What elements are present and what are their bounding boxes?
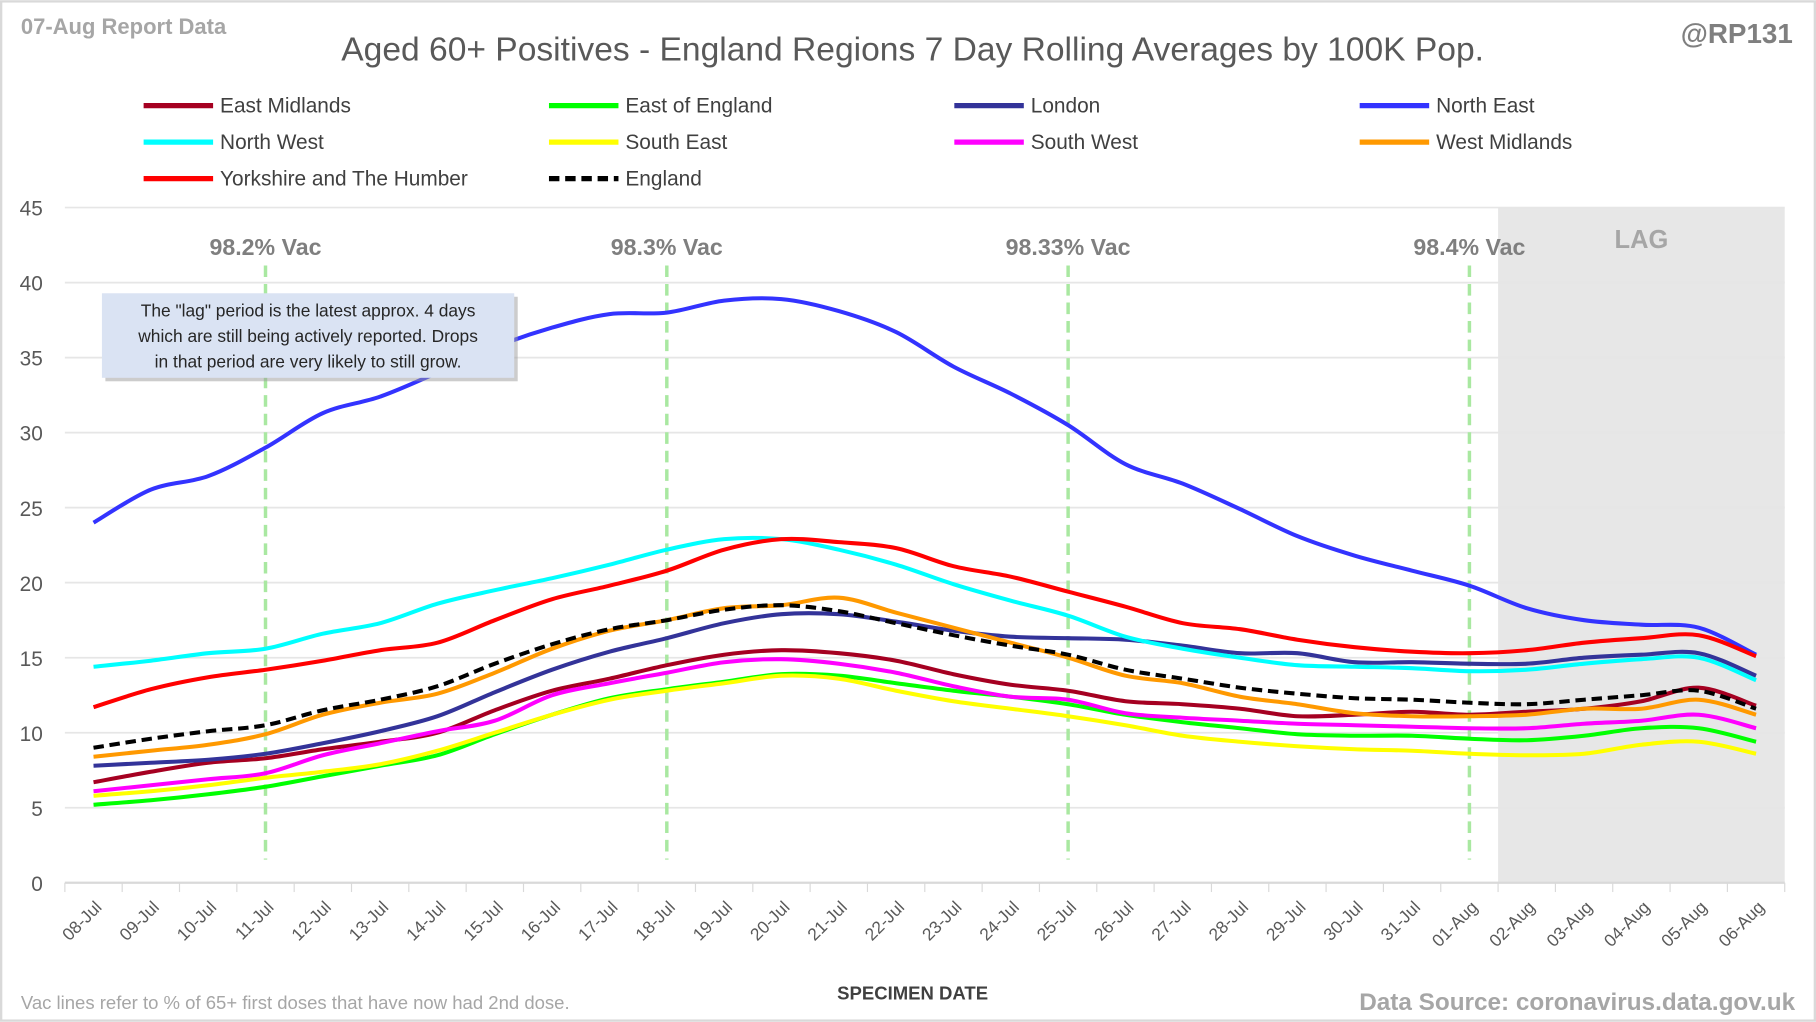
footnote: Vac lines refer to % of 65+ first doses … (21, 992, 570, 1013)
y-tick-label: 45 (20, 198, 43, 221)
legend-label: South West (1031, 131, 1138, 154)
vac-label: 98.2% Vac (209, 234, 321, 260)
vac-label: 98.3% Vac (611, 234, 723, 260)
legend-item: East of England (548, 95, 772, 118)
series-line-england (93, 603, 1757, 750)
series-line-south-east (93, 673, 1757, 798)
series-line-west-midlands (93, 595, 1757, 759)
y-tick-label: 0 (31, 873, 43, 896)
legend-label: West Midlands (1436, 131, 1572, 154)
y-tick-label: 10 (20, 723, 43, 746)
x-axis-label: SPECIMEN DATE (837, 983, 988, 1004)
series-line-yorkshire-and-the-humber (92, 536, 1757, 710)
y-tick-label: 5 (31, 798, 43, 821)
legend-label: London (1031, 95, 1101, 118)
legend-item: West Midlands (1359, 131, 1572, 154)
legend-label: Yorkshire and The Humber (220, 168, 468, 191)
legend-label: North West (220, 131, 324, 154)
lag-region (1498, 207, 1785, 883)
legend-label: South East (625, 131, 727, 154)
annotation-text: The "lag" period is the latest approx. 4… (141, 300, 476, 320)
y-tick-label: 25 (20, 498, 43, 521)
report-label: 07-Aug Report Data (21, 14, 227, 39)
legend: East Midlands East of England London North … (143, 95, 1572, 191)
legend-label: East of England (625, 95, 772, 118)
legend-item: North East (1359, 95, 1535, 118)
chart-title: Aged 60+ Positives - England Regions 7 D… (341, 31, 1484, 68)
annotation-text: which are still being actively reported.… (137, 326, 478, 346)
y-tick-label: 30 (20, 423, 43, 446)
legend-label: North East (1436, 95, 1535, 118)
legend-item: East Midlands (143, 95, 351, 118)
series-line-london (93, 611, 1757, 768)
y-tick-label: 15 (20, 648, 43, 671)
series-line-north-west (93, 535, 1757, 683)
legend-item: England (548, 168, 702, 191)
lag-annotation: The "lag" period is the latest approx. 4… (101, 293, 518, 382)
legend-label: East Midlands (220, 95, 351, 118)
annotation-text: in that period are very likely to still … (155, 351, 462, 371)
legend-label: England (625, 168, 701, 191)
handle: @RP131 (1681, 18, 1793, 49)
data-source: Data Source: coronavirus.data.gov.uk (1359, 989, 1795, 1016)
vac-label: 98.4% Vac (1413, 234, 1525, 260)
series-line-south-west (93, 657, 1757, 794)
legend-item: North West (143, 131, 324, 154)
legend-item: South West (954, 131, 1138, 154)
legend-item: South East (548, 131, 728, 154)
vac-label: 98.33% Vac (1006, 234, 1131, 260)
series-line-north-east (92, 296, 1757, 657)
legend-item: Yorkshire and The Humber (143, 168, 468, 191)
y-tick-label: 40 (20, 273, 43, 296)
lag-label: LAG (1615, 226, 1669, 254)
y-tick-label: 35 (20, 348, 43, 371)
legend-item: London (954, 95, 1100, 118)
y-tick-label: 20 (20, 573, 43, 596)
